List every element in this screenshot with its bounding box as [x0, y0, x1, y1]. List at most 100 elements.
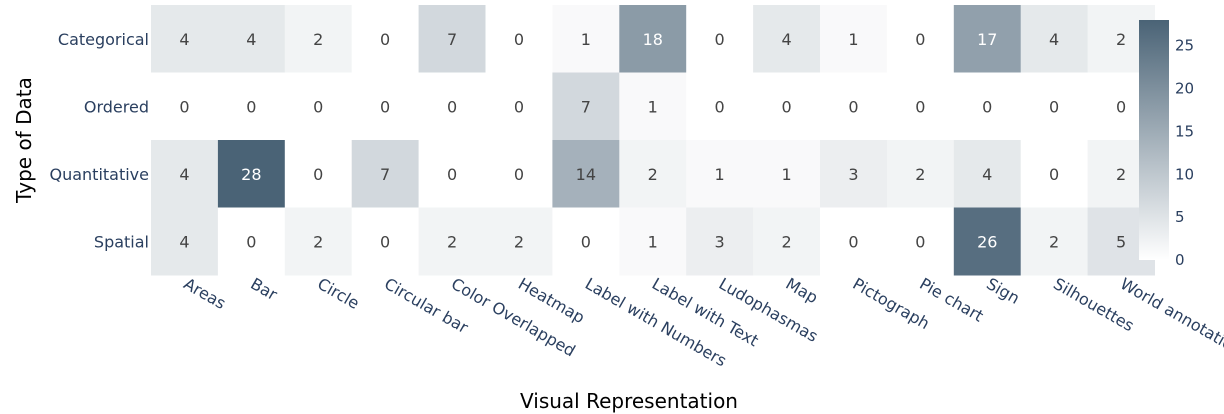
heatmap-cell — [217, 207, 286, 276]
cell-value-label: 4 — [179, 232, 189, 251]
cell-value-label: 0 — [915, 232, 925, 251]
cell-value-label: 2 — [1116, 30, 1126, 49]
x-tick-label: Circle — [314, 274, 362, 313]
y-tick-labels: Categorical Ordered Quantitative Spatial — [49, 30, 149, 252]
heatmap-cell — [886, 207, 955, 276]
colorbar-ticks: 0 5 10 15 20 25 — [1175, 37, 1194, 269]
heatmap-cell — [217, 72, 286, 141]
y-axis-title: Type of Data — [12, 77, 36, 204]
x-axis-title: Visual Representation — [520, 389, 738, 413]
heatmap-cell — [418, 72, 486, 141]
cell-value-label: 0 — [246, 232, 256, 251]
heatmap-cell — [351, 207, 420, 276]
heatmap-cell — [820, 140, 888, 208]
heatmap-cell — [485, 72, 553, 141]
cell-value-label: 0 — [848, 97, 858, 116]
cell-value-label: 0 — [982, 97, 992, 116]
cell-value-label: 26 — [977, 232, 997, 251]
heatmap-cell — [953, 207, 1022, 276]
cell-value-label: 7 — [581, 97, 591, 116]
y-tick-label: Quantitative — [49, 165, 149, 184]
heatmap-cell — [753, 5, 821, 73]
cell-value-label: 2 — [313, 232, 323, 251]
cell-value-label: 0 — [715, 97, 725, 116]
heatmap-cell — [1020, 207, 1089, 276]
cell-value-label: 0 — [581, 232, 591, 251]
heatmap-cell — [418, 140, 486, 208]
cell-value-label: 4 — [982, 165, 992, 184]
x-tick-label: Sign — [983, 274, 1023, 308]
cell-value-label: 4 — [179, 165, 189, 184]
cell-value-label: 0 — [1116, 97, 1126, 116]
heatmap-cell — [485, 207, 553, 276]
cell-value-label: 7 — [380, 165, 390, 184]
heatmap-cell — [351, 5, 420, 73]
heatmap-cell — [686, 140, 754, 208]
cell-value-label: 0 — [313, 97, 323, 116]
heatmap-cell — [820, 207, 888, 276]
cell-value-label: 28 — [241, 165, 261, 184]
heatmap-cell — [217, 140, 286, 208]
cell-value-label: 1 — [648, 97, 658, 116]
heatmap-cells: 4 4 2 0 7 0 1 18 0 4 1 0 17 4 2 0 0 0 0 0 0 7 1 0 0 0 0 0 0 0 4 28 0 7 0 0 1… — [151, 5, 1155, 276]
heatmap-cell — [1020, 140, 1089, 208]
cell-value-label: 5 — [1116, 232, 1126, 251]
heatmap-cell — [351, 140, 420, 208]
cell-value-label: 0 — [514, 165, 524, 184]
heatmap-cell — [151, 5, 219, 73]
colorbar-tick-label: 15 — [1175, 122, 1194, 140]
heatmap-cell — [485, 5, 553, 73]
x-tick-label: Map — [783, 274, 822, 307]
x-tick-label: Areas — [180, 274, 229, 313]
heatmap-cell — [953, 72, 1022, 141]
cell-value-label: 0 — [1049, 97, 1059, 116]
heatmap-cell — [686, 207, 754, 276]
cell-value-label: 1 — [848, 30, 858, 49]
cell-value-label: 0 — [246, 97, 256, 116]
cell-value-label: 1 — [581, 30, 591, 49]
cell-value-label: 0 — [514, 30, 524, 49]
cell-value-label: 0 — [447, 165, 457, 184]
cell-value-label: 3 — [848, 165, 858, 184]
heatmap-cell — [1020, 72, 1089, 141]
cell-value-label: 0 — [380, 97, 390, 116]
heatmap-cell — [1020, 5, 1089, 73]
cell-value-label: 18 — [643, 30, 663, 49]
heatmap-cell — [953, 140, 1022, 208]
heatmap-cell — [886, 72, 955, 141]
cell-value-label: 0 — [915, 97, 925, 116]
colorbar-tick-label: 0 — [1175, 251, 1185, 269]
heatmap-cell — [619, 72, 687, 141]
heatmap-cell — [619, 5, 687, 73]
heatmap-cell — [619, 207, 687, 276]
cell-value-label: 2 — [447, 232, 457, 251]
cell-value-label: 2 — [781, 232, 791, 251]
cell-value-label: 1 — [781, 165, 791, 184]
cell-value-label: 0 — [715, 30, 725, 49]
cell-value-label: 2 — [313, 30, 323, 49]
heatmap-cell — [552, 72, 620, 141]
heatmap-cell — [217, 5, 286, 73]
cell-value-label: 0 — [447, 97, 457, 116]
heatmap-cell — [686, 5, 754, 73]
cell-value-label: 4 — [246, 30, 256, 49]
cell-value-label: 2 — [648, 165, 658, 184]
heatmap-cell — [418, 5, 486, 73]
heatmap-cell — [151, 207, 219, 276]
colorbar — [1139, 20, 1169, 260]
heatmap-cell — [351, 72, 420, 141]
heatmap-cell — [753, 72, 821, 141]
heatmap-cell — [686, 72, 754, 141]
cell-value-label: 1 — [648, 232, 658, 251]
cell-value-label: 0 — [781, 97, 791, 116]
heatmap-cell — [151, 72, 219, 141]
heatmap-cell — [552, 5, 620, 73]
heatmap-cell — [753, 140, 821, 208]
heatmap-cell — [284, 207, 353, 276]
cell-value-label: 0 — [848, 232, 858, 251]
cell-value-label: 4 — [179, 30, 189, 49]
cell-value-label: 2 — [1049, 232, 1059, 251]
heatmap-cell — [753, 207, 821, 276]
